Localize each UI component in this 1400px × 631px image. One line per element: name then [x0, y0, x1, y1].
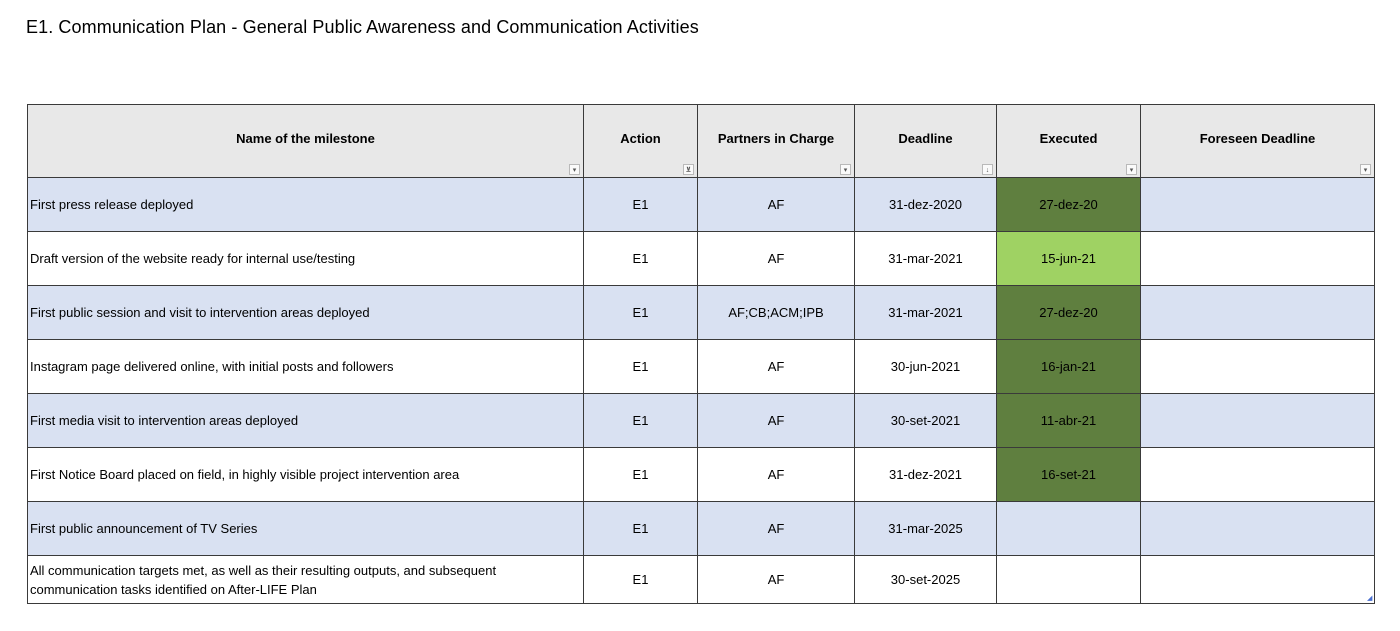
foreseen-deadline-cell[interactable] — [1140, 501, 1375, 556]
table-row: First press release deployed E1 AF 31-de… — [27, 177, 1375, 232]
foreseen-deadline-cell[interactable] — [1140, 177, 1375, 232]
executed-cell[interactable]: 16-jan-21 — [996, 339, 1141, 394]
column-header-label: Foreseen Deadline — [1199, 131, 1316, 146]
column-header-name[interactable]: Name of the milestone ▾ — [27, 104, 584, 178]
action-cell[interactable]: E1 — [583, 555, 698, 604]
foreseen-deadline-cell[interactable] — [1140, 231, 1375, 286]
column-header-executed[interactable]: Executed ▾ — [996, 104, 1141, 178]
executed-cell[interactable] — [996, 555, 1141, 604]
dropdown-arrow-icon[interactable]: ▾ — [1360, 164, 1371, 175]
executed-cell[interactable] — [996, 501, 1141, 556]
action-cell[interactable]: E1 — [583, 447, 698, 502]
deadline-cell[interactable]: 31-mar-2021 — [854, 285, 997, 340]
action-cell[interactable]: E1 — [583, 177, 698, 232]
partners-cell[interactable]: AF;CB;ACM;IPB — [697, 285, 855, 340]
foreseen-deadline-cell[interactable] — [1140, 285, 1375, 340]
executed-cell[interactable]: 16-set-21 — [996, 447, 1141, 502]
table-row: Draft version of the website ready for i… — [27, 231, 1375, 286]
foreseen-deadline-cell[interactable] — [1140, 339, 1375, 394]
deadline-cell[interactable]: 30-jun-2021 — [854, 339, 997, 394]
milestone-name-cell[interactable]: First Notice Board placed on field, in h… — [27, 447, 584, 502]
executed-cell[interactable]: 11-abr-21 — [996, 393, 1141, 448]
column-header-label: Deadline — [898, 131, 953, 146]
sort-ascending-icon[interactable]: ↓ — [982, 164, 993, 175]
foreseen-deadline-cell[interactable] — [1140, 447, 1375, 502]
column-header-partners[interactable]: Partners in Charge ▾ — [697, 104, 855, 178]
dropdown-arrow-icon[interactable]: ▾ — [569, 164, 580, 175]
partners-cell[interactable]: AF — [697, 231, 855, 286]
column-header-label: Partners in Charge — [717, 131, 835, 146]
action-cell[interactable]: E1 — [583, 501, 698, 556]
header-row: Name of the milestone ▾ Action ⊻ Partner… — [27, 104, 1375, 178]
deadline-cell[interactable]: 31-mar-2025 — [854, 501, 997, 556]
action-cell[interactable]: E1 — [583, 339, 698, 394]
partners-cell[interactable]: AF — [697, 447, 855, 502]
deadline-cell[interactable]: 31-dez-2021 — [854, 447, 997, 502]
deadline-cell[interactable]: 30-set-2021 — [854, 393, 997, 448]
partners-cell[interactable]: AF — [697, 393, 855, 448]
column-header-label: Action — [620, 131, 661, 146]
table-row: All communication targets met, as well a… — [27, 555, 1375, 604]
filter-applied-icon[interactable]: ⊻ — [683, 164, 694, 175]
page-title: E1. Communication Plan - General Public … — [26, 17, 699, 37]
table-row: First Notice Board placed on field, in h… — [27, 447, 1375, 502]
partners-cell[interactable]: AF — [697, 555, 855, 604]
executed-cell[interactable]: 15-jun-21 — [996, 231, 1141, 286]
milestone-name-cell[interactable]: Instagram page delivered online, with in… — [27, 339, 584, 394]
foreseen-deadline-cell[interactable] — [1140, 393, 1375, 448]
table-resize-handle-icon[interactable]: ◢ — [1367, 595, 1373, 602]
partners-cell[interactable]: AF — [697, 501, 855, 556]
milestone-table: Name of the milestone ▾ Action ⊻ Partner… — [27, 104, 1375, 604]
foreseen-deadline-cell[interactable] — [1140, 555, 1375, 604]
dropdown-arrow-icon[interactable]: ▾ — [1126, 164, 1137, 175]
table-row: First public session and visit to interv… — [27, 285, 1375, 340]
deadline-cell[interactable]: 31-dez-2020 — [854, 177, 997, 232]
column-header-action[interactable]: Action ⊻ — [583, 104, 698, 178]
deadline-cell[interactable]: 31-mar-2021 — [854, 231, 997, 286]
milestone-name-cell[interactable]: First public announcement of TV Series — [27, 501, 584, 556]
executed-cell[interactable]: 27-dez-20 — [996, 285, 1141, 340]
action-cell[interactable]: E1 — [583, 285, 698, 340]
column-header-label: Name of the milestone — [236, 131, 375, 146]
action-cell[interactable]: E1 — [583, 231, 698, 286]
milestone-name-cell[interactable]: First press release deployed — [27, 177, 584, 232]
table-row: First media visit to intervention areas … — [27, 393, 1375, 448]
table-row: Instagram page delivered online, with in… — [27, 339, 1375, 394]
partners-cell[interactable]: AF — [697, 339, 855, 394]
action-cell[interactable]: E1 — [583, 393, 698, 448]
column-header-deadline[interactable]: Deadline ↓ — [854, 104, 997, 178]
milestone-name-cell[interactable]: Draft version of the website ready for i… — [27, 231, 584, 286]
milestone-name-cell[interactable]: First public session and visit to interv… — [27, 285, 584, 340]
partners-cell[interactable]: AF — [697, 177, 855, 232]
table-row: First public announcement of TV Series E… — [27, 501, 1375, 556]
deadline-cell[interactable]: 30-set-2025 — [854, 555, 997, 604]
milestone-name-cell[interactable]: All communication targets met, as well a… — [27, 555, 584, 604]
column-header-foreseen-deadline[interactable]: Foreseen Deadline ▾ — [1140, 104, 1375, 178]
column-header-label: Executed — [1039, 131, 1098, 146]
dropdown-arrow-icon[interactable]: ▾ — [840, 164, 851, 175]
executed-cell[interactable]: 27-dez-20 — [996, 177, 1141, 232]
milestone-name-cell[interactable]: First media visit to intervention areas … — [27, 393, 584, 448]
